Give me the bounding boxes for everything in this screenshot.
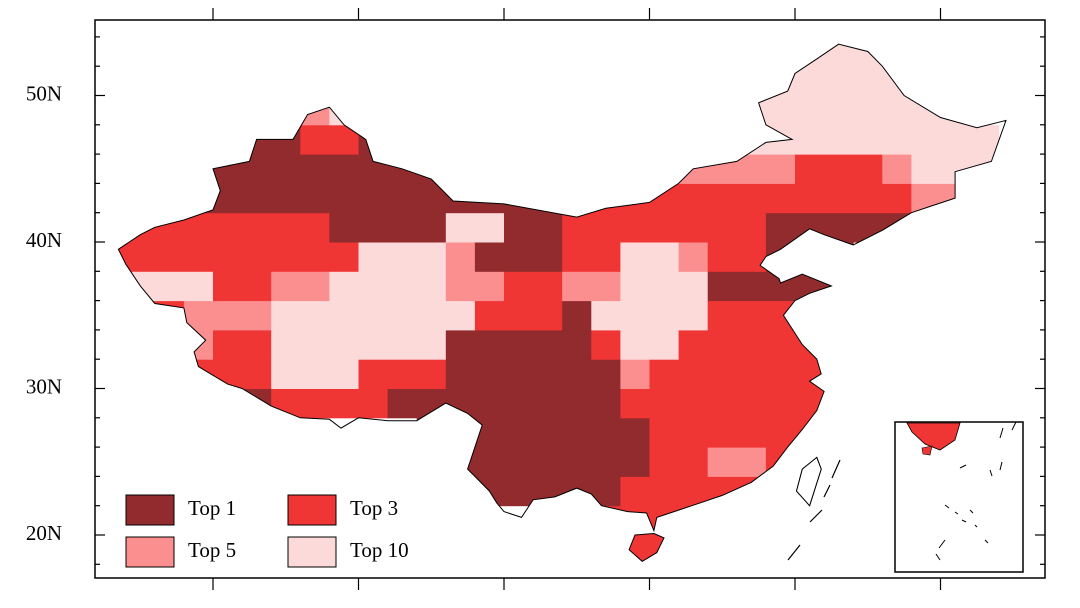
grid-cell (562, 212, 767, 243)
legend-label: Top 1 (188, 496, 236, 520)
grid-cell (271, 271, 330, 302)
grid-cell (795, 154, 883, 184)
grid-cell (358, 359, 447, 389)
grid-cell (271, 359, 359, 389)
legend-label: Top 10 (350, 538, 409, 562)
grid-cell (620, 329, 680, 360)
grid-cell (474, 300, 563, 331)
legend-swatch (125, 536, 175, 568)
grid-cell (213, 329, 272, 360)
grid-cell (445, 447, 650, 477)
legend-label: Top 5 (188, 538, 236, 562)
grid-cell (562, 242, 621, 272)
inset-land (906, 422, 961, 451)
taiwan (795, 456, 822, 507)
legend-swatch (287, 536, 337, 568)
legend-swatch (125, 494, 175, 526)
grid-cell (591, 329, 621, 360)
grid-cell (271, 329, 447, 360)
grid-cell (271, 300, 476, 331)
grid-cell (620, 359, 650, 389)
grid-cell (118, 242, 359, 272)
inset-island (921, 445, 933, 456)
legend-label: Top 3 (350, 496, 398, 520)
grid-cell (562, 300, 592, 331)
grid-cell (474, 242, 563, 272)
y-tick-label: 40N (26, 228, 62, 252)
inset-map (894, 421, 1024, 573)
grid-cell (649, 447, 709, 477)
grid-cell (707, 300, 767, 331)
grid-cell (707, 242, 767, 272)
grid-cell (445, 329, 592, 360)
grid-cell (620, 271, 709, 302)
grid-cell (445, 271, 505, 302)
grid-cell (620, 242, 680, 272)
inset-frame (894, 421, 1024, 573)
grid-cell (183, 300, 272, 331)
grid-cell (678, 242, 709, 272)
grid-cell (329, 271, 447, 302)
y-tick-label: 30N (26, 374, 62, 398)
grid-cell (882, 154, 912, 184)
sea-boundary (787, 459, 841, 561)
inset-islands (935, 421, 1017, 561)
grid-cell (358, 242, 447, 272)
grid-cell (387, 388, 621, 419)
grid-cell (445, 212, 505, 243)
grid-cell (707, 447, 767, 477)
grid-cell (504, 212, 563, 243)
grid-cell (213, 271, 272, 302)
grid-cell (329, 212, 447, 243)
grid-cell (562, 271, 621, 302)
legend-swatch (287, 494, 337, 526)
grid-cell (882, 124, 1000, 155)
grid-cell (504, 271, 563, 302)
y-tick-label: 50N (26, 81, 62, 105)
grid-cell (271, 388, 389, 419)
y-tick-label: 20N (26, 521, 62, 545)
grid-cell (445, 359, 621, 389)
grid-cell (591, 300, 709, 331)
grid-cell (300, 124, 359, 155)
grid-cell (445, 242, 476, 272)
